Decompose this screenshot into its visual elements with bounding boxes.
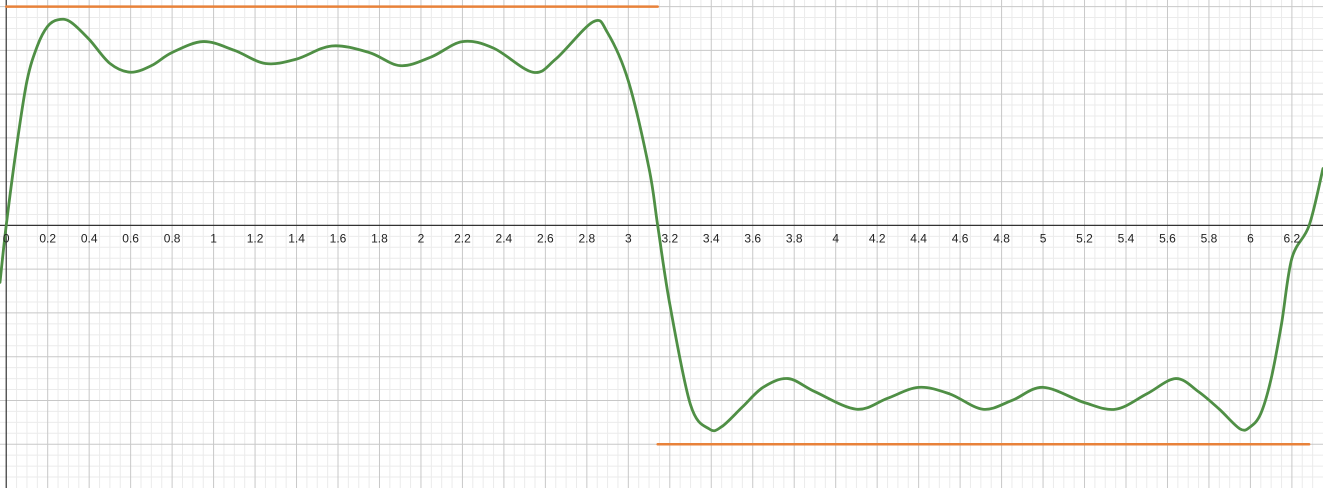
x-tick-label: 1.2: [247, 231, 264, 245]
series-lines: [0, 5, 1323, 446]
x-tick-label: 2.6: [537, 231, 554, 245]
x-tick-label: 1.4: [288, 231, 305, 245]
x-tick-label: 4.8: [993, 231, 1010, 245]
x-tick-label: 1: [210, 231, 217, 245]
x-tick-label: 0.6: [122, 231, 139, 245]
x-tick-label: 3.2: [661, 231, 678, 245]
x-tick-label: 4: [832, 231, 839, 245]
fourier-approximation-curve: [0, 17, 1323, 433]
x-tick-label: 3.8: [786, 231, 803, 245]
x-tick-label: 5.4: [1118, 231, 1135, 245]
x-tick-label: 0.8: [164, 231, 181, 245]
x-tick-label: 5.8: [1201, 231, 1218, 245]
x-tick-label: 2: [418, 231, 425, 245]
x-tick-label: 6: [1247, 231, 1254, 245]
x-tick-label: 2.8: [579, 231, 596, 245]
x-tick-label: 0.4: [81, 231, 98, 245]
x-tick-label: 1.8: [371, 231, 388, 245]
x-tick-label: 4.2: [869, 231, 886, 245]
x-tick-label: 4.4: [910, 231, 927, 245]
x-tick-label: 6.2: [1284, 231, 1301, 245]
x-tick-label: 4.6: [952, 231, 969, 245]
x-tick-label: 5.6: [1159, 231, 1176, 245]
x-tick-label: 3: [625, 231, 632, 245]
x-tick-label: 5.2: [1076, 231, 1093, 245]
x-tick-label: 2.2: [454, 231, 471, 245]
x-tick-label: 5: [1040, 231, 1047, 245]
x-tick-label: 3.4: [703, 231, 720, 245]
y-tick-label: -1.2: [0, 481, 1, 488]
x-tick-label: 3.6: [744, 231, 761, 245]
x-tick-label: 0.2: [39, 231, 56, 245]
x-tick-label: 2.4: [496, 231, 513, 245]
x-tick-label: 0: [3, 231, 10, 245]
x-tick-label: 1.6: [330, 231, 347, 245]
